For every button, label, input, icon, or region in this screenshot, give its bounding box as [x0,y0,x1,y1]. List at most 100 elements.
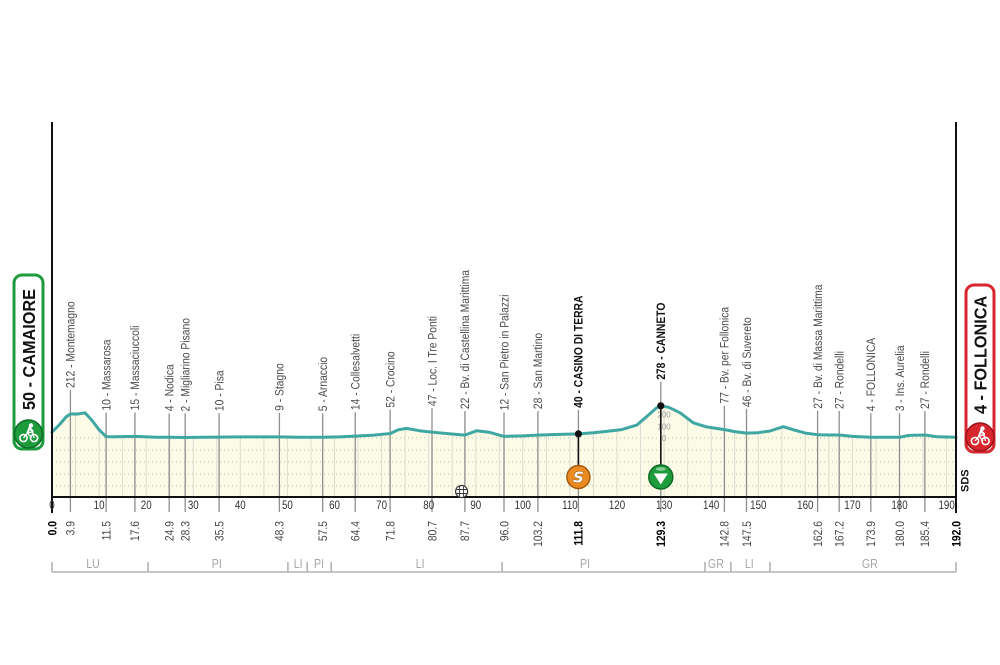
km-label: 64.4 [350,521,363,541]
distance-tick-label: 130 [656,499,672,512]
finish-badge: 4 - FOLLONICA [964,283,996,454]
kom-down-triangle-icon [653,473,668,485]
km-label: 185.4 [920,521,933,547]
waypoint-label: 278 - CANNETO [655,302,668,379]
waypoint-label: 9 - Stagno [274,363,287,411]
finish-km-label: 192.0 [951,521,964,547]
waypoint-label: 27 - Rondelli [834,351,847,409]
region-bar-layer: LU PI LI PI LI PI GR LI GR [51,556,957,573]
km-label: 167.2 [834,521,847,547]
distance-tick-label: 100 [515,499,531,512]
distance-tick-label: 60 [329,499,340,512]
region-label: LI [416,556,425,571]
sprint-icon-symbol: S [573,469,584,487]
km-label: 111.8 [573,521,586,546]
elevation-scale-label: 100 [657,422,671,431]
km-label: 162.6 [812,521,825,547]
waypoint-label: 3 - Ins. Aurelia [894,345,907,412]
distance-tick-label: 0 [49,499,54,512]
waypoint-label: 15 - Massaciuccoli [130,326,143,411]
axes-layer [51,122,957,513]
km-label: 180.0 [894,521,907,547]
start-bike-icon [13,419,44,449]
km-label: 35.5 [214,521,227,541]
km-label: 71.8 [385,521,398,541]
region-label: GR [862,556,878,571]
level-crossing-icon [455,484,469,499]
region-label: LU [86,556,100,571]
road-note-label: SDS [960,469,972,492]
waypoint-label: 40 - CASINO DI TERRA [573,296,586,408]
waypoint-labels-layer: 212 - Montemagno 10 - Massarosa 15 - Massa… [65,269,932,411]
start-badge-label: 50 - CAMAIORE [19,289,39,410]
sprint-icon: S [566,464,591,490]
waypoint-label: 27 - Rondelli [920,351,933,409]
sprint-icon-circle [566,464,591,490]
km-label: 17.6 [130,521,143,541]
finish-bike-icon [965,422,995,452]
km-label: 3.9 [65,521,78,535]
distance-tick-label: 10 [94,499,105,512]
start-badge-frame [12,273,45,451]
km-label: 48.3 [274,521,287,541]
waypoint-label: 2 - Migliarino Pisano [180,318,193,411]
waypoint-label: 52 - Crocino [385,351,398,407]
distance-tick-label: 50 [282,499,293,512]
waypoint-label: 5 - Arnaccio [317,357,330,411]
region-label: PI [212,556,222,571]
elevation-scale-label: 0 [662,434,667,443]
distance-tick-label: 150 [750,499,766,512]
elevation-scale-layer: 200 100 0 [657,411,671,443]
distance-tick-label: 70 [376,499,387,512]
elevation-profile-line [50,404,958,439]
km-label: 87.7 [460,521,473,541]
km-label: 57.5 [317,521,330,541]
distance-tick-label: 170 [844,499,860,512]
markers-layer: S [455,402,674,499]
waypoint-label: 22 - Bv. di Castellina Marittima [460,269,473,409]
km-label: 103.2 [533,521,546,547]
distance-tick-label: 140 [703,499,719,512]
distance-tick-label: 110 [562,499,578,512]
region-label: LI [745,556,754,571]
km-label: 28.3 [180,521,193,541]
waypoint-label: 28 - San Martino [533,333,546,409]
km-label: 96.0 [499,521,512,541]
km-label: 80.7 [427,521,440,541]
waypoint-label: 212 - Montemagno [65,301,78,388]
km-label: 147.5 [741,521,754,547]
region-label: PI [580,556,590,571]
distance-tick-label: 90 [470,499,481,512]
finish-badge-label: 4 - FOLLONICA [971,296,991,414]
kom-icon [648,464,674,490]
km-label: 24.9 [164,521,177,541]
start-km-label: 0.0 [47,521,60,535]
km-label: 129.3 [655,521,668,547]
waypoint-label: 47 - Loc. I Tre Ponti [427,316,440,406]
waypoint-label: 12 - San Pietro in Palazzi [499,295,512,411]
distance-tick-label: 160 [797,499,813,512]
distance-tick-label: 180 [891,499,907,512]
waypoint-label: 77 - Bv. per Follonica [719,306,732,403]
km-label: 142.8 [719,521,732,547]
waypoint-label: 46 - Bv. di Suvereto [741,317,754,407]
level-crossing-circle [455,484,469,499]
elevation-scale-label: 200 [657,411,671,420]
distance-tick-label: 20 [141,499,152,512]
start-badge: 50 - CAMAIORE [12,273,45,451]
waypoint-label: 4 - Nodica [164,364,177,412]
kom-icon-highlight [655,467,666,471]
distance-tick-label: 40 [235,499,246,512]
distance-tick-label: 190 [938,499,954,512]
distance-tick-label: 80 [423,499,434,512]
sprint-point-dot [574,430,583,438]
distance-tick-label: 120 [609,499,625,512]
waypoint-label: 4 - FOLLONICA [865,337,878,411]
level-crossing-grid [456,486,467,497]
distance-tick-label: 30 [188,499,199,512]
waypoint-label: 14 - Collesalvetti [350,334,363,410]
profile-line-layer [50,404,958,439]
region-label: GR [708,556,724,571]
waypoint-label: 27 - Bv. di Massa Marittima [812,284,825,409]
